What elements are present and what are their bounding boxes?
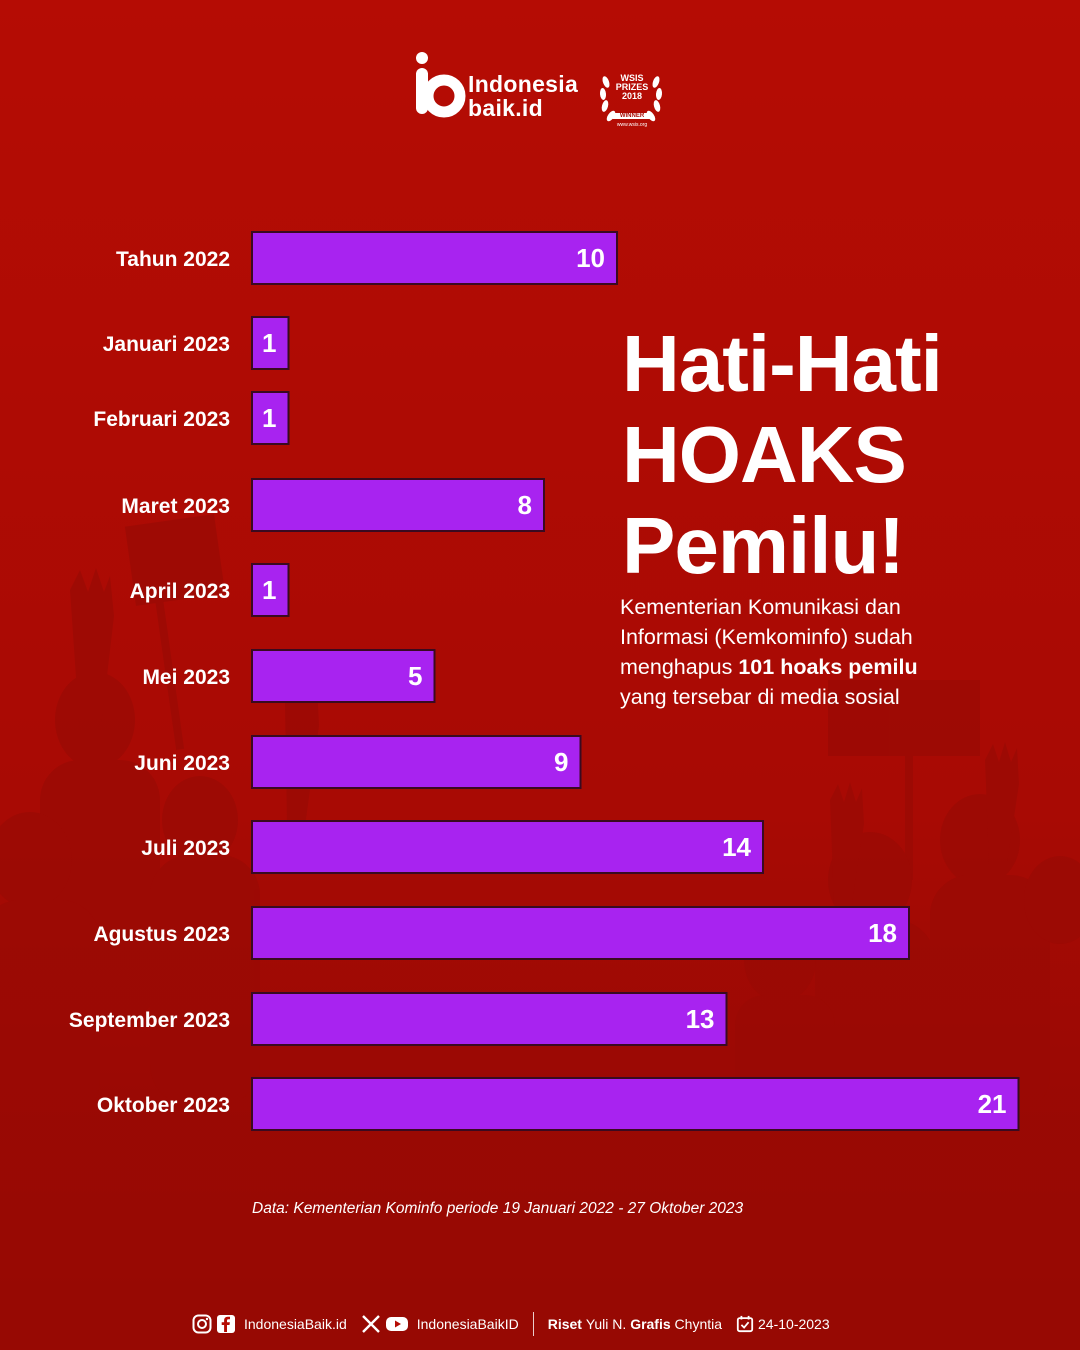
laurel-wreath-icon: [599, 76, 663, 122]
award-url: www.wsis.org: [616, 122, 648, 128]
headline-line1: Hati-Hati: [622, 319, 943, 408]
footer: IndonesiaBaik.id IndonesiaBaikID Riset Y…: [192, 1311, 830, 1337]
bar-5: [251, 649, 436, 703]
description: Kementerian Komunikasi dan Informasi (Ke…: [620, 592, 1040, 712]
bar-9: [251, 992, 728, 1046]
award-line3: 2018: [621, 91, 643, 101]
bar-value-6: 9: [554, 747, 568, 777]
footer-handle-2: IndonesiaBaikID: [416, 1316, 519, 1332]
bar-2: [251, 391, 290, 445]
category-label-1: Januari 2023: [103, 333, 230, 356]
description-line2: Informasi (Kemkominfo) sudah: [620, 625, 913, 649]
headline-line3: Pemilu!: [622, 501, 905, 590]
indonesiabaik-logo-icon: [416, 52, 466, 118]
bar-value-4: 1: [262, 575, 276, 605]
category-label-9: September 2023: [69, 1009, 230, 1032]
description-line4: yang tersebar di media sosial: [620, 685, 900, 709]
footer-grafis-name: Chyntia: [674, 1316, 723, 1332]
category-label-2: Februari 2023: [93, 408, 230, 431]
category-label-0: Tahun 2022: [116, 248, 230, 271]
headline-line2: HOAKS: [622, 410, 907, 499]
bar-7: [251, 820, 764, 874]
category-label-10: Oktober 2023: [97, 1094, 230, 1117]
description-line3-text: menghapus: [620, 655, 739, 679]
footer-handle-1: IndonesiaBaik.id: [244, 1316, 347, 1332]
bar-4: [251, 563, 290, 617]
category-label-6: Juni 2023: [134, 752, 230, 775]
category-label-5: Mei 2023: [142, 666, 230, 689]
bar-value-3: 8: [518, 490, 532, 520]
description-highlight: 101 hoaks pemilu: [738, 655, 918, 679]
bar-1: [251, 316, 290, 370]
description-line3: menghapus 101 hoaks pemilu: [620, 652, 1040, 682]
headline: Hati-Hati HOAKS Pemilu!: [622, 318, 943, 591]
award-line1: WSIS: [620, 73, 644, 83]
bar-6: [251, 735, 582, 789]
bar-value-1: 1: [262, 328, 276, 358]
source-note: Data: Kementerian Kominfo periode 19 Jan…: [252, 1200, 744, 1217]
description-line1: Kementerian Komunikasi dan: [620, 595, 901, 619]
bar-10: [251, 1077, 1020, 1131]
footer-divider: [532, 1312, 534, 1336]
category-label-4: April 2023: [130, 580, 230, 603]
brand-wordmark: Indonesia baik.id: [468, 72, 578, 120]
award-line2: PRIZES: [615, 82, 649, 92]
bar-8: [251, 906, 910, 960]
bar-value-5: 5: [408, 661, 422, 691]
bar-value-0: 10: [576, 243, 605, 273]
instagram-icon: [192, 1314, 212, 1334]
footer-date: 24-10-2023: [758, 1316, 830, 1332]
calendar-icon: [736, 1315, 754, 1333]
bar-value-10: 21: [978, 1089, 1007, 1119]
bar-3: [251, 478, 545, 532]
category-label-3: Maret 2023: [121, 495, 230, 518]
bar-value-9: 13: [686, 1004, 715, 1034]
youtube-icon: [385, 1317, 408, 1331]
footer-riset-label: Riset: [547, 1316, 582, 1332]
bar-value-8: 18: [868, 918, 897, 948]
bar-value-7: 14: [722, 832, 751, 862]
brand-line1: Indonesia: [468, 71, 579, 97]
footer-riset-name: Yuli N.: [585, 1316, 627, 1332]
bar-value-2: 1: [262, 403, 276, 433]
x-twitter-icon: [361, 1315, 380, 1333]
category-label-7: Juli 2023: [141, 837, 230, 860]
award-title: WSIS PRIZES 2018: [614, 74, 650, 101]
category-label-8: Agustus 2023: [93, 923, 230, 946]
footer-grafis-label: Grafis: [630, 1316, 671, 1332]
award-badge: WINNER: [612, 113, 652, 119]
facebook-icon: [217, 1315, 235, 1333]
bar-0: [251, 231, 618, 285]
brand-line2: baik.id: [468, 95, 543, 121]
